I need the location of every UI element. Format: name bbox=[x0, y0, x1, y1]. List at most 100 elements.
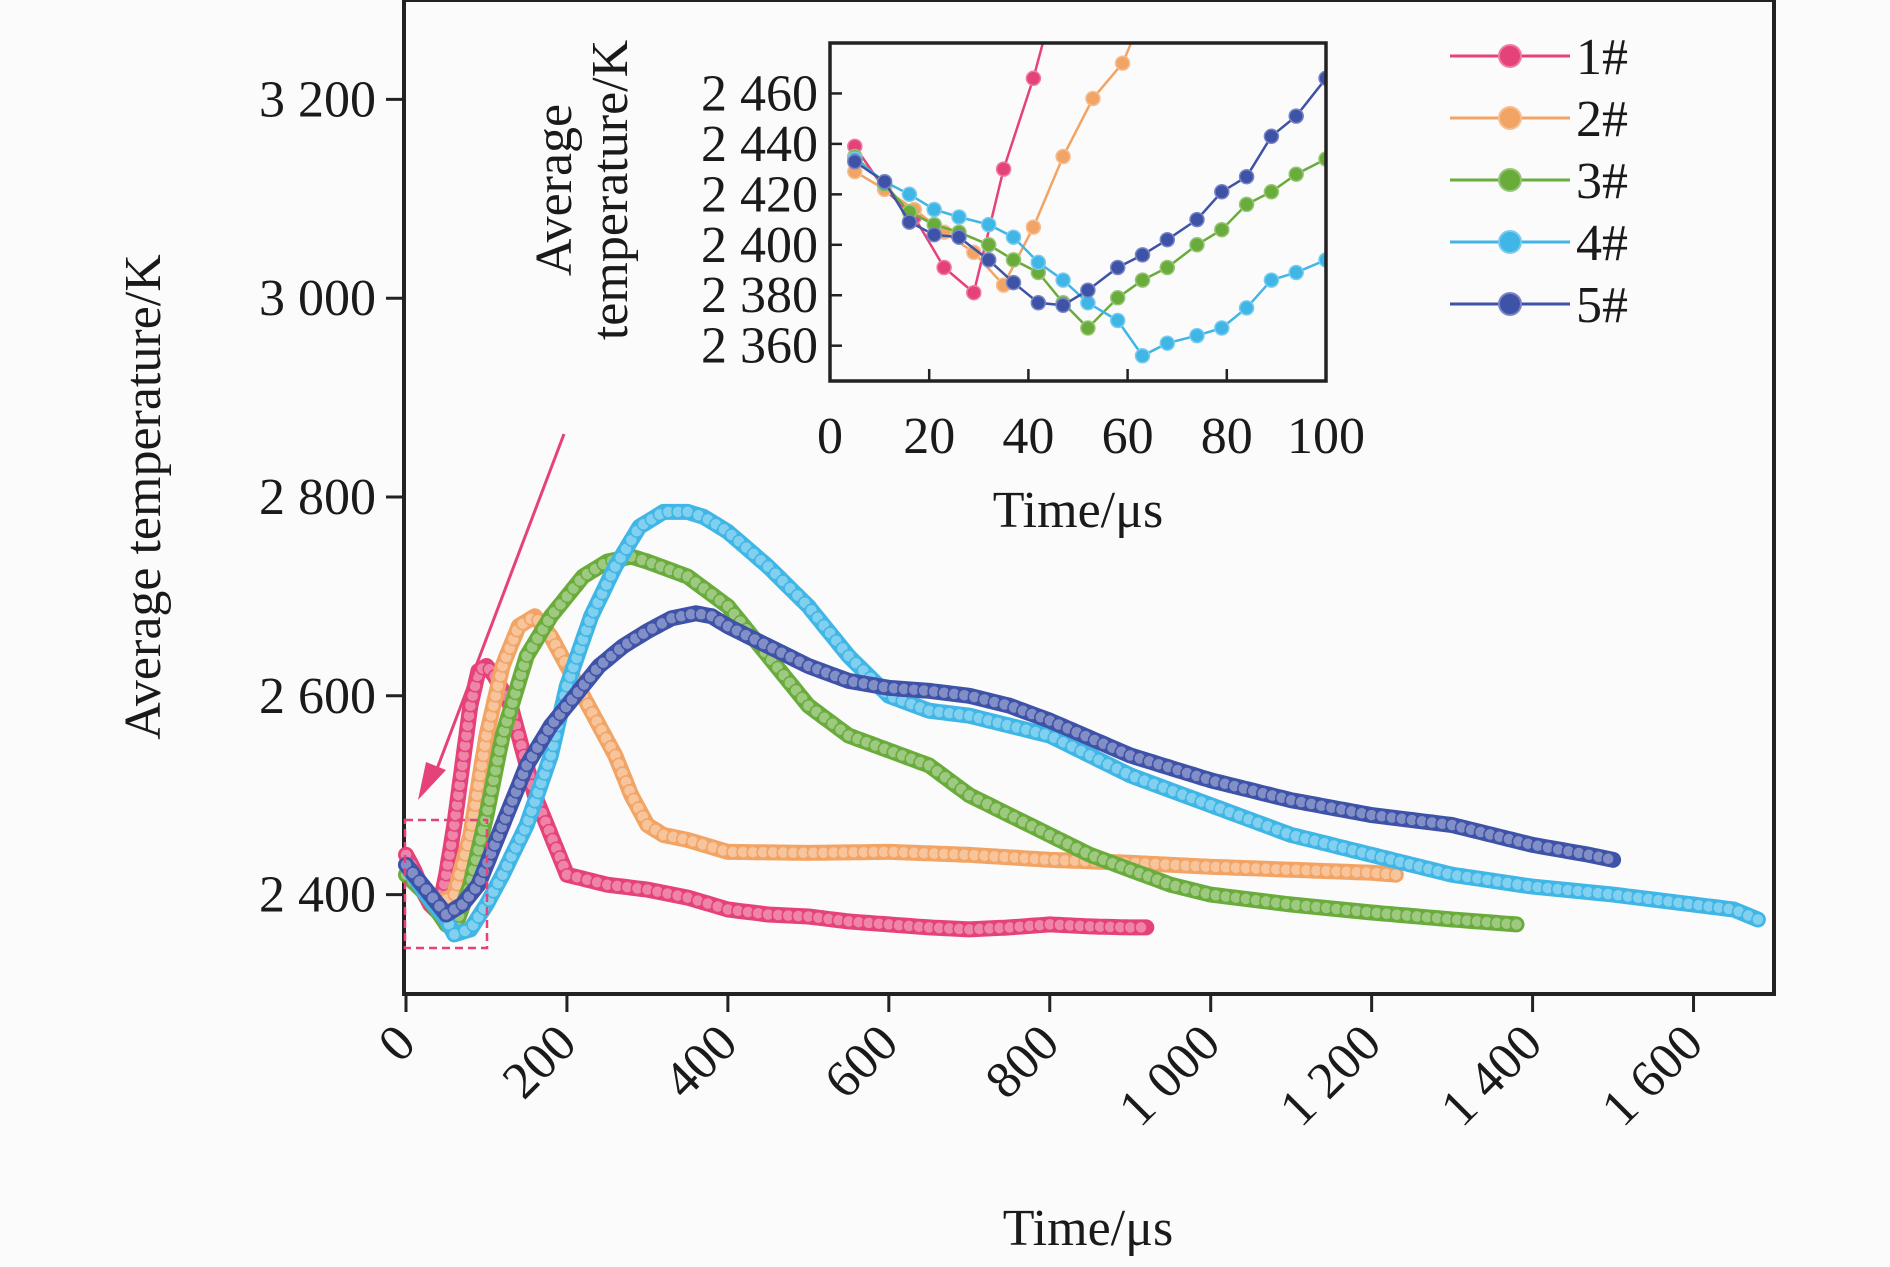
legend-item: 3# bbox=[1450, 153, 1628, 210]
legend: 1#2#3#4#5# bbox=[1450, 29, 1628, 334]
legend-marker bbox=[1498, 106, 1522, 130]
inset-y-tick-label: 2 400 bbox=[701, 217, 818, 274]
inset-series-marker bbox=[1263, 128, 1280, 145]
inset-y-tick-label: 2 360 bbox=[701, 318, 818, 375]
inset-series-marker bbox=[1114, 55, 1131, 71]
main-series-marker bbox=[1134, 920, 1148, 935]
inset-series-marker bbox=[1005, 274, 1022, 291]
legend-label: 5# bbox=[1576, 277, 1628, 334]
inset-series-marker bbox=[901, 214, 918, 230]
legend-item: 4# bbox=[1450, 215, 1628, 272]
main-series-marker bbox=[1601, 852, 1615, 866]
inset-series-marker bbox=[926, 226, 942, 243]
inset-series-marker bbox=[926, 201, 942, 218]
inset-series-marker bbox=[1263, 272, 1280, 288]
legend-label: 2# bbox=[1576, 91, 1628, 148]
inset-series-marker bbox=[1238, 196, 1255, 213]
inset-series-marker bbox=[1005, 229, 1022, 245]
main-x-axis-title: Time/μs bbox=[1003, 1200, 1173, 1257]
inset-y-axis-title-line2: temperature/K bbox=[582, 39, 639, 340]
main-series-5 bbox=[398, 605, 1622, 923]
inset-series-marker bbox=[1109, 259, 1126, 276]
inset-y-tick-label: 2 380 bbox=[701, 267, 818, 324]
inset-series-marker bbox=[1189, 237, 1205, 253]
inset-y-axis-title-line1: Average bbox=[526, 104, 583, 276]
inset-series-marker bbox=[951, 209, 967, 225]
main-series-3 bbox=[398, 548, 1525, 938]
inset-series-marker bbox=[1263, 184, 1280, 200]
main-series-marker bbox=[1751, 912, 1765, 927]
inset-series-marker bbox=[1085, 90, 1101, 107]
legend-marker bbox=[1498, 168, 1522, 192]
inset-series-marker bbox=[1288, 264, 1304, 281]
main-y-tick-label: 3 000 bbox=[259, 270, 376, 327]
inset-series-marker bbox=[1005, 252, 1022, 268]
inset-series-layer bbox=[847, 43, 1326, 364]
legend-label: 1# bbox=[1576, 29, 1628, 86]
inset-series-marker bbox=[980, 237, 997, 253]
main-y-axis-title: Average temperature/K bbox=[115, 254, 172, 740]
inset-series-marker bbox=[1159, 335, 1176, 351]
inset-series-marker bbox=[1288, 166, 1304, 182]
inset-series-marker bbox=[1030, 295, 1047, 311]
inset-x-tick-label: 20 bbox=[903, 408, 955, 465]
inset-series-marker bbox=[1159, 259, 1176, 276]
inset-y-tick-label: 2 440 bbox=[701, 116, 818, 173]
main-series-marker bbox=[1389, 867, 1403, 882]
inset-series-marker bbox=[980, 252, 997, 268]
legend-label: 3# bbox=[1576, 153, 1628, 210]
inset-series-5 bbox=[847, 70, 1326, 314]
inset-y-tick-label: 2 460 bbox=[701, 65, 818, 122]
inset-y-tick-label: 2 420 bbox=[701, 166, 818, 223]
zoom-region-box bbox=[403, 818, 489, 950]
inset-series-marker bbox=[876, 173, 893, 190]
main-y-tick-label: 3 200 bbox=[259, 71, 376, 128]
inset-series-marker bbox=[1238, 168, 1255, 185]
inset-series-marker bbox=[1055, 272, 1071, 288]
main-y-tick-label: 2 400 bbox=[259, 867, 376, 924]
main-series-marker bbox=[1509, 917, 1524, 932]
inset-series-marker bbox=[1055, 297, 1071, 314]
inset-series-marker bbox=[951, 229, 967, 245]
legend-item: 2# bbox=[1450, 91, 1628, 148]
inset-series-marker bbox=[1134, 247, 1151, 263]
legend-item: 5# bbox=[1450, 277, 1628, 334]
inset-series-marker bbox=[966, 284, 982, 301]
legend-marker bbox=[1498, 292, 1522, 316]
legend-marker bbox=[1498, 44, 1522, 68]
inset-series-marker bbox=[1214, 221, 1230, 238]
inset-x-tick-label: 100 bbox=[1287, 408, 1365, 465]
inset-series-marker bbox=[1134, 272, 1151, 288]
inset-series-marker bbox=[936, 259, 952, 276]
legend-label: 4# bbox=[1576, 215, 1628, 272]
inset-x-tick-label: 0 bbox=[817, 408, 843, 465]
main-series-marker bbox=[694, 607, 708, 622]
inset-series-marker bbox=[1238, 300, 1255, 316]
inset-series-marker bbox=[995, 161, 1012, 177]
inset-series-marker bbox=[1025, 70, 1042, 87]
main-series-1 bbox=[398, 658, 1155, 938]
inset-series-marker bbox=[1055, 148, 1071, 165]
inset-series-marker bbox=[1109, 290, 1126, 306]
inset-x-tick-label: 60 bbox=[1102, 408, 1154, 465]
main-y-tick-label: 2 600 bbox=[259, 668, 376, 725]
inset-y-axis-title: Average temperature/K bbox=[526, 39, 639, 340]
inset-series-marker bbox=[1214, 320, 1230, 336]
legend-item: 1# bbox=[1450, 29, 1628, 86]
inset-series-clip bbox=[847, 43, 1326, 364]
inset-series-marker bbox=[1159, 231, 1176, 248]
main-series-4 bbox=[398, 503, 1766, 943]
main-y-tick-label: 2 800 bbox=[259, 469, 376, 526]
inset-series-marker bbox=[1189, 327, 1205, 344]
inset-series-marker bbox=[1109, 312, 1126, 329]
inset-series-marker bbox=[1134, 348, 1151, 364]
inset-series-marker bbox=[901, 186, 918, 203]
inset-series-marker bbox=[1214, 184, 1230, 200]
inset-series-marker bbox=[1080, 282, 1096, 298]
inset-series-marker bbox=[1288, 108, 1304, 124]
inset-x-tick-label: 40 bbox=[1002, 408, 1054, 465]
inset-plot-frame bbox=[828, 41, 1328, 383]
inset-series-marker bbox=[847, 153, 863, 170]
